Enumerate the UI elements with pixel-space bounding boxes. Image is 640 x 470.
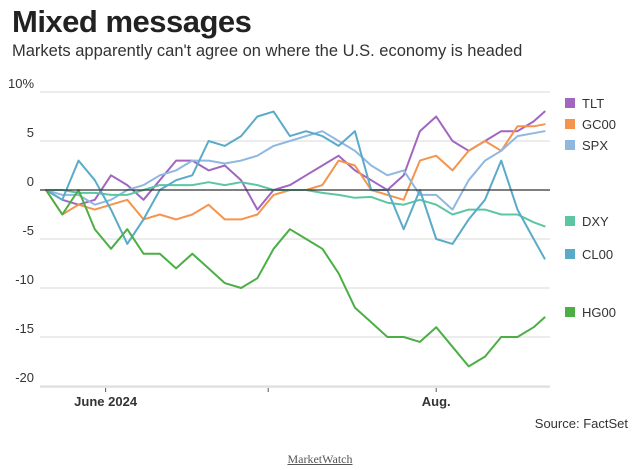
legend-label-hg00: HG00: [582, 305, 616, 320]
series-line-tlt: [45, 110, 546, 211]
legend-swatch-gc00: [565, 119, 575, 129]
y-tick-label: 10%: [8, 76, 34, 91]
y-tick-label: 0: [27, 174, 34, 189]
y-tick-label: -15: [15, 321, 34, 336]
chart-subtitle: Markets apparently can't agree on where …: [12, 42, 523, 60]
legend-label-spx: SPX: [582, 138, 608, 153]
legend-swatch-spx: [565, 140, 575, 150]
legend-label-dxy: DXY: [582, 214, 609, 229]
y-tick-label: -5: [22, 223, 34, 238]
series-line-cl00: [45, 110, 546, 260]
legend-label-cl00: CL00: [582, 247, 613, 262]
legend-swatch-dxy: [565, 216, 575, 226]
legend-swatch-hg00: [565, 307, 575, 317]
y-tick-label: 5: [27, 125, 34, 140]
series-line-spx: [45, 130, 546, 211]
publisher-logo[interactable]: MarketWatch: [287, 452, 353, 466]
source-note: Source: FactSet: [534, 416, 628, 431]
x-tick-label: June 2024: [74, 394, 138, 409]
legend-swatch-cl00: [565, 249, 575, 259]
legend-swatch-tlt: [565, 98, 575, 108]
chart-title: Mixed messages: [12, 4, 252, 39]
legend-label-tlt: TLT: [582, 96, 604, 111]
series-line-dxy: [45, 181, 546, 228]
legend-label-gc00: GC00: [582, 117, 616, 132]
x-tick-label: Aug.: [422, 394, 451, 409]
series-line-hg00: [45, 189, 546, 368]
y-tick-label: -20: [15, 370, 34, 385]
y-tick-label: -10: [15, 272, 34, 287]
